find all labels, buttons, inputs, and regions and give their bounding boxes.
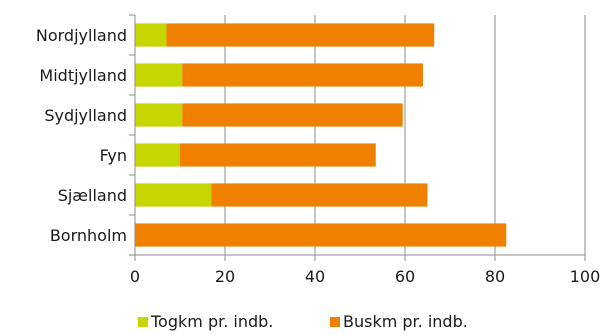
bar-togkm-4 [135, 183, 212, 207]
axes [129, 14, 586, 261]
legend: Togkm pr. indb. Buskm pr. indb. [138, 312, 468, 331]
x-tick-label: 20 [215, 267, 235, 286]
x-tick-label: 0 [130, 267, 140, 286]
bar-buskm-3 [180, 143, 376, 167]
x-tick-label: 100 [570, 267, 601, 286]
category-labels: Nordjylland Midtjylland Sydjylland Fyn Sjæll… [36, 26, 127, 245]
x-tick-labels: 0 20 40 60 80 100 [130, 267, 600, 286]
bar-buskm-5 [135, 223, 507, 247]
bar-togkm-1 [135, 63, 183, 87]
category-label: Nordjylland [36, 26, 127, 45]
category-label: Fyn [100, 146, 127, 165]
bar-togkm-0 [135, 23, 167, 47]
bars [135, 23, 507, 247]
bar-buskm-2 [182, 103, 403, 127]
category-label: Sjælland [58, 186, 127, 205]
category-label: Sydjylland [44, 106, 127, 125]
bar-buskm-0 [166, 23, 435, 47]
legend-swatch-togkm [138, 317, 148, 327]
bar-togkm-3 [135, 143, 180, 167]
grid-lines [224, 15, 586, 255]
bar-buskm-1 [182, 63, 423, 87]
category-label: Midtjylland [39, 66, 127, 85]
legend-label-buskm: Buskm pr. indb. [343, 312, 468, 331]
category-label: Bornholm [50, 226, 127, 245]
x-tick-label: 60 [395, 267, 415, 286]
x-tick-label: 80 [485, 267, 505, 286]
x-tick-label: 40 [305, 267, 325, 286]
bar-togkm-2 [135, 103, 183, 127]
legend-swatch-buskm [330, 317, 340, 327]
bar-buskm-4 [211, 183, 428, 207]
legend-label-togkm: Togkm pr. indb. [150, 312, 273, 331]
